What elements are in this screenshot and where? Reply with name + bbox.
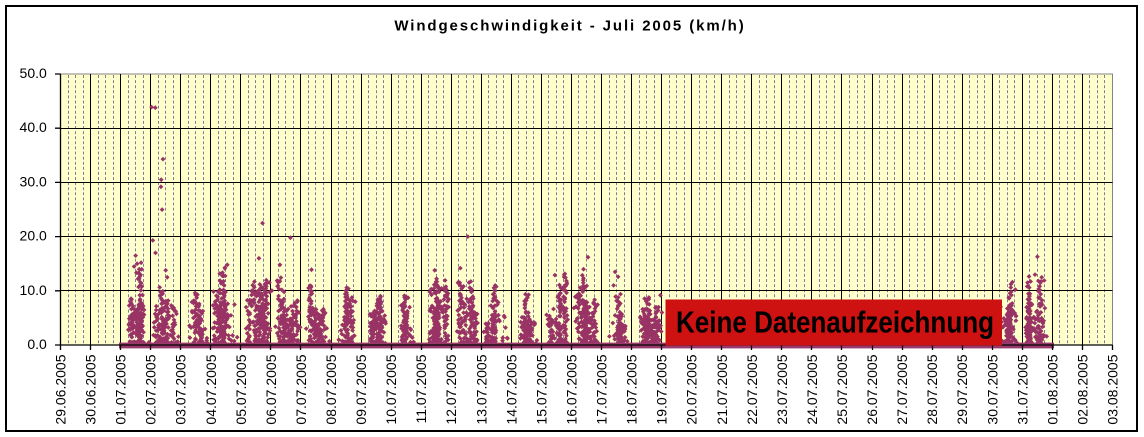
svg-text:11.07.2005: 11.07.2005	[413, 354, 429, 423]
svg-text:29.06.2005: 29.06.2005	[53, 354, 69, 424]
svg-text:09.07.2005: 09.07.2005	[353, 354, 369, 424]
svg-text:02.08.2005: 02.08.2005	[1074, 354, 1090, 424]
svg-text:Keine Datenaufzeichnung: Keine Datenaufzeichnung	[676, 305, 994, 340]
svg-text:01.08.2005: 01.08.2005	[1044, 354, 1060, 424]
svg-text:12.07.2005: 12.07.2005	[443, 354, 459, 424]
svg-text:03.07.2005: 03.07.2005	[173, 354, 189, 424]
svg-text:15.07.2005: 15.07.2005	[533, 354, 549, 424]
svg-text:Windgeschwindigkeit - Juli 200: Windgeschwindigkeit - Juli 2005 (km/h)	[394, 18, 745, 35]
svg-text:27.07.2005: 27.07.2005	[894, 354, 910, 424]
svg-text:13.07.2005: 13.07.2005	[473, 354, 489, 424]
svg-text:21.07.2005: 21.07.2005	[714, 354, 730, 424]
svg-text:10.07.2005: 10.07.2005	[383, 354, 399, 424]
svg-text:14.07.2005: 14.07.2005	[503, 354, 519, 424]
svg-text:0.0: 0.0	[27, 336, 47, 352]
svg-text:20.07.2005: 20.07.2005	[684, 354, 700, 424]
svg-text:25.07.2005: 25.07.2005	[834, 354, 850, 424]
svg-text:28.07.2005: 28.07.2005	[924, 354, 940, 424]
svg-text:30.07.2005: 30.07.2005	[984, 354, 1000, 424]
svg-text:20.0: 20.0	[20, 228, 47, 244]
svg-text:30.0: 30.0	[20, 173, 47, 189]
svg-text:30.06.2005: 30.06.2005	[83, 354, 99, 424]
svg-text:17.07.2005: 17.07.2005	[594, 354, 610, 424]
svg-text:08.07.2005: 08.07.2005	[323, 354, 339, 424]
svg-text:18.07.2005: 18.07.2005	[624, 354, 640, 424]
svg-text:04.07.2005: 04.07.2005	[203, 354, 219, 424]
svg-text:05.07.2005: 05.07.2005	[233, 354, 249, 424]
svg-text:50.0: 50.0	[20, 65, 47, 81]
svg-text:07.07.2005: 07.07.2005	[293, 354, 309, 424]
svg-text:06.07.2005: 06.07.2005	[263, 354, 279, 424]
svg-text:19.07.2005: 19.07.2005	[654, 354, 670, 424]
svg-text:03.08.2005: 03.08.2005	[1105, 354, 1121, 424]
svg-text:24.07.2005: 24.07.2005	[804, 354, 820, 424]
svg-text:02.07.2005: 02.07.2005	[143, 354, 159, 424]
svg-text:01.07.2005: 01.07.2005	[113, 354, 129, 424]
svg-text:16.07.2005: 16.07.2005	[564, 354, 580, 424]
svg-text:10.0: 10.0	[20, 282, 47, 298]
svg-text:23.07.2005: 23.07.2005	[774, 354, 790, 424]
svg-text:29.07.2005: 29.07.2005	[954, 354, 970, 424]
svg-text:40.0: 40.0	[20, 119, 47, 135]
svg-text:22.07.2005: 22.07.2005	[744, 354, 760, 424]
svg-text:26.07.2005: 26.07.2005	[864, 354, 880, 424]
svg-text:31.07.2005: 31.07.2005	[1014, 354, 1030, 424]
